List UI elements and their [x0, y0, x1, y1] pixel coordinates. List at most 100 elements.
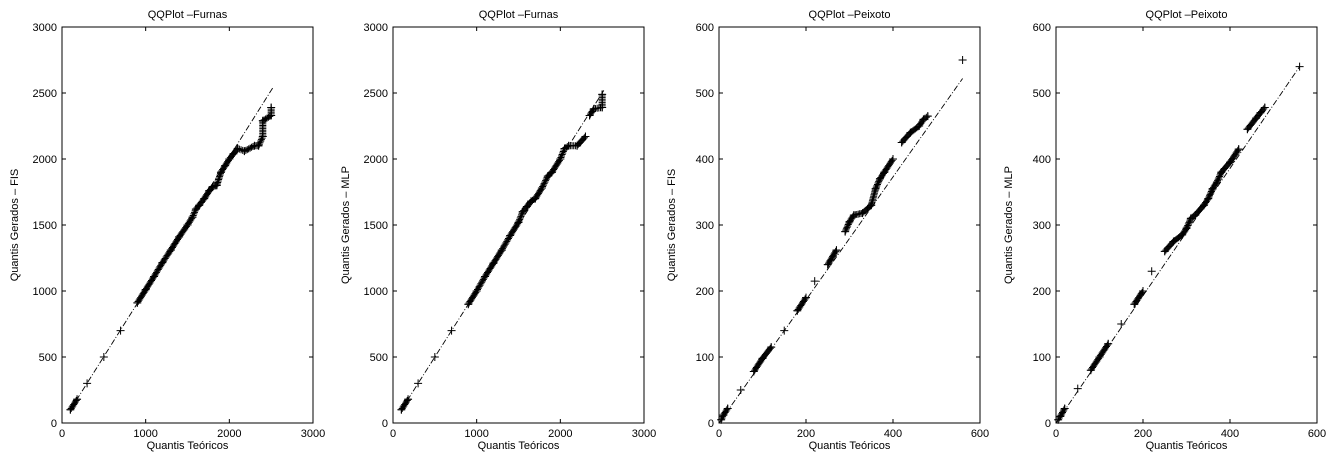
data-point	[1295, 62, 1304, 71]
data-point	[255, 140, 263, 148]
chart-title: QQPlot –Peixoto	[1146, 9, 1228, 21]
x-tick-label: 600	[1308, 428, 1326, 440]
data-point	[191, 205, 200, 214]
data-point	[719, 413, 727, 421]
data-point	[539, 181, 547, 189]
y-tick-label: 2000	[364, 154, 388, 166]
x-tick-label: 200	[1134, 428, 1152, 440]
y-tick-label: 2000	[33, 154, 57, 166]
data-point	[823, 260, 832, 269]
data-point	[598, 90, 607, 99]
x-tick-label: 2000	[548, 428, 572, 440]
data-point	[474, 286, 482, 294]
data-point	[1139, 287, 1147, 295]
x-tick-label: 3000	[301, 428, 325, 440]
data-point	[503, 237, 511, 245]
data-point	[958, 56, 967, 64]
data-point	[889, 155, 897, 163]
data-point	[888, 156, 896, 164]
data-point	[1252, 114, 1261, 123]
data-point	[237, 146, 245, 154]
data-point	[542, 175, 550, 183]
data-point	[489, 259, 498, 268]
data-point	[1182, 224, 1191, 233]
chart-panel-1: QQPlot –Furnas 0 1000 2000 3000 0 500 1000 1500 2…	[9, 9, 325, 452]
data-point	[474, 284, 482, 292]
data-point	[1199, 201, 1208, 210]
data-point	[1055, 414, 1063, 422]
data-point	[1103, 341, 1111, 349]
data-point	[880, 168, 889, 177]
data-point	[1256, 108, 1265, 117]
data-point	[539, 183, 547, 191]
data-point	[475, 283, 483, 291]
data-point	[221, 161, 230, 170]
y-tick-label: 0	[51, 418, 57, 430]
data-point	[516, 214, 524, 222]
chart-panel-2: QQPlot –Furnas 0 1000 2000 3000 0 500 1000 1500 2…	[340, 9, 656, 452]
data-point	[66, 405, 75, 414]
data-point	[598, 103, 607, 112]
data-point	[254, 141, 263, 150]
data-point	[871, 184, 880, 193]
y-axis-label: Quantis Gerados – FIS	[666, 169, 678, 282]
y-axis-label: Quantis Gerados – FIS	[9, 169, 21, 282]
data-point	[479, 275, 487, 283]
data-point	[517, 212, 525, 220]
data-point	[1226, 158, 1234, 167]
data-point	[915, 122, 924, 130]
data-point	[810, 277, 819, 286]
data-point	[919, 115, 928, 124]
data-point	[766, 344, 774, 352]
data-point	[1204, 194, 1213, 203]
data-point	[257, 137, 265, 145]
data-point	[225, 155, 234, 163]
data-point	[559, 149, 567, 157]
data-point	[580, 134, 588, 142]
data-point	[258, 132, 267, 141]
data-point	[832, 247, 840, 255]
data-point	[1060, 404, 1069, 413]
data-point	[1217, 168, 1226, 177]
data-point	[723, 404, 732, 413]
data-point	[780, 326, 789, 335]
data-point	[832, 246, 841, 255]
data-point	[248, 143, 256, 151]
data-point	[1073, 384, 1082, 393]
data-point	[1169, 237, 1178, 246]
y-tick-label: 1000	[364, 286, 388, 298]
y-tick-label: 2500	[33, 88, 57, 100]
y-tick-label: 300	[696, 220, 714, 232]
x-tick-label: 600	[971, 428, 989, 440]
data-point	[1117, 320, 1126, 328]
y-tick-label: 2500	[364, 88, 388, 100]
data-point	[867, 201, 876, 210]
y-tick-label: 0	[1045, 418, 1051, 430]
data-point	[478, 278, 486, 286]
x-tick-label: 400	[1221, 428, 1239, 440]
data-point	[267, 103, 276, 112]
data-point	[718, 414, 726, 422]
data-point	[723, 406, 731, 414]
y-axis-label: Quantis Gerados – MLP	[340, 166, 352, 284]
data-point	[542, 177, 550, 185]
data-point	[267, 111, 276, 120]
data-point	[166, 246, 175, 255]
x-tick-label: 2000	[217, 428, 241, 440]
data-point	[515, 217, 523, 225]
data-point	[1104, 339, 1113, 348]
data-point	[923, 112, 932, 121]
x-tick-label: 400	[884, 428, 902, 440]
data-point	[499, 243, 507, 251]
data-point	[517, 211, 525, 219]
data-point	[447, 326, 456, 335]
y-tick-label: 200	[1033, 286, 1051, 298]
data-point	[404, 395, 413, 404]
data-point	[1191, 211, 1200, 220]
x-tick-label: 200	[797, 428, 815, 440]
data-point	[897, 138, 906, 147]
data-point	[243, 146, 251, 154]
data-point	[479, 277, 487, 285]
y-tick-label: 1500	[33, 220, 57, 232]
